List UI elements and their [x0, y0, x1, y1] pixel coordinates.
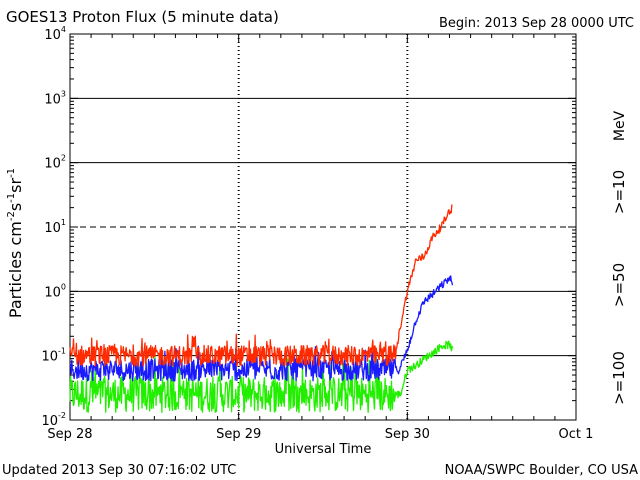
series-layer — [69, 204, 454, 414]
y-tick-label-1e0: 100 — [44, 282, 66, 300]
series-line-ge100 — [69, 340, 454, 414]
x-tick-labels: Sep 28 Sep 29 Sep 30 Oct 1 — [47, 427, 593, 442]
legend-ge50: >=50 — [610, 263, 628, 307]
x-axis-label: Universal Time — [275, 442, 372, 457]
x-tick-label-sep28: Sep 28 — [47, 427, 92, 442]
legend-ge10: >=10 — [610, 170, 628, 214]
y-tick-label-1e1: 101 — [44, 218, 66, 236]
credit-label: NOAA/SWPC Boulder, CO USA — [445, 463, 638, 478]
y-tick-label-1e-1: 10-1 — [41, 347, 66, 365]
y-tick-label-1e2: 102 — [44, 154, 66, 172]
legend-ge100: >=100 — [610, 351, 628, 405]
begin-label: Begin: 2013 Sep 28 0000 UTC — [439, 16, 634, 31]
updated-timestamp: Updated 2013 Sep 30 07:16:02 UTC — [2, 463, 236, 478]
y-axis-label: Particles cm-2s-1sr-1 — [6, 168, 25, 318]
y-tick-labels: 104 103 102 101 100 10-1 10-2 — [41, 25, 66, 429]
x-tick-label-sep30: Sep 30 — [385, 427, 430, 442]
units-label: MeV — [612, 110, 628, 141]
grid — [69, 33, 577, 421]
x-tick-label-sep29: Sep 29 — [216, 427, 261, 442]
y-tick-label-1e4: 104 — [44, 25, 66, 43]
y-tick-label-1e-2: 10-2 — [41, 411, 66, 429]
chart-title: GOES13 Proton Flux (5 minute data) — [6, 8, 279, 26]
series-line-ge10 — [69, 204, 453, 367]
x-tick-label-oct1: Oct 1 — [559, 427, 594, 442]
y-tick-label-1e3: 103 — [44, 89, 66, 107]
